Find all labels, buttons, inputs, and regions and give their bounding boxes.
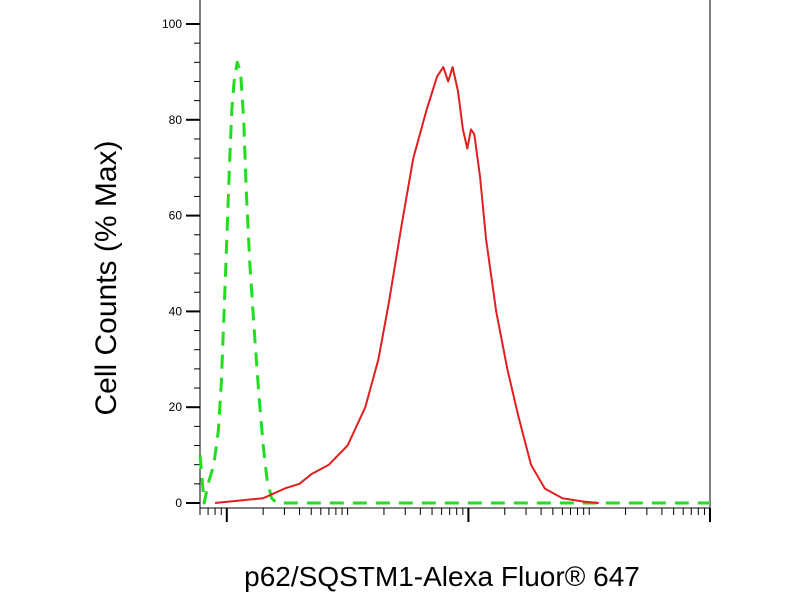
y-axis-ticks: 0 20 40 60 80 100 [162,17,200,510]
control-series-line [198,60,710,505]
x-axis-ticks [199,508,711,522]
series-layer [198,60,710,505]
x-axis-title: p62/SQSTM1-Alexa Fluor® 647 [244,561,640,592]
plot-area [200,0,710,508]
y-tick-label: 100 [162,17,182,31]
y-tick-label: 0 [175,496,182,510]
y-axis-title: Cell Counts (% Max) [90,140,123,415]
y-tick-label: 40 [169,304,183,318]
sample-series-line [215,66,599,504]
y-tick-label: 20 [169,400,183,414]
y-tick-label: 60 [169,209,183,223]
y-tick-label: 80 [169,113,183,127]
